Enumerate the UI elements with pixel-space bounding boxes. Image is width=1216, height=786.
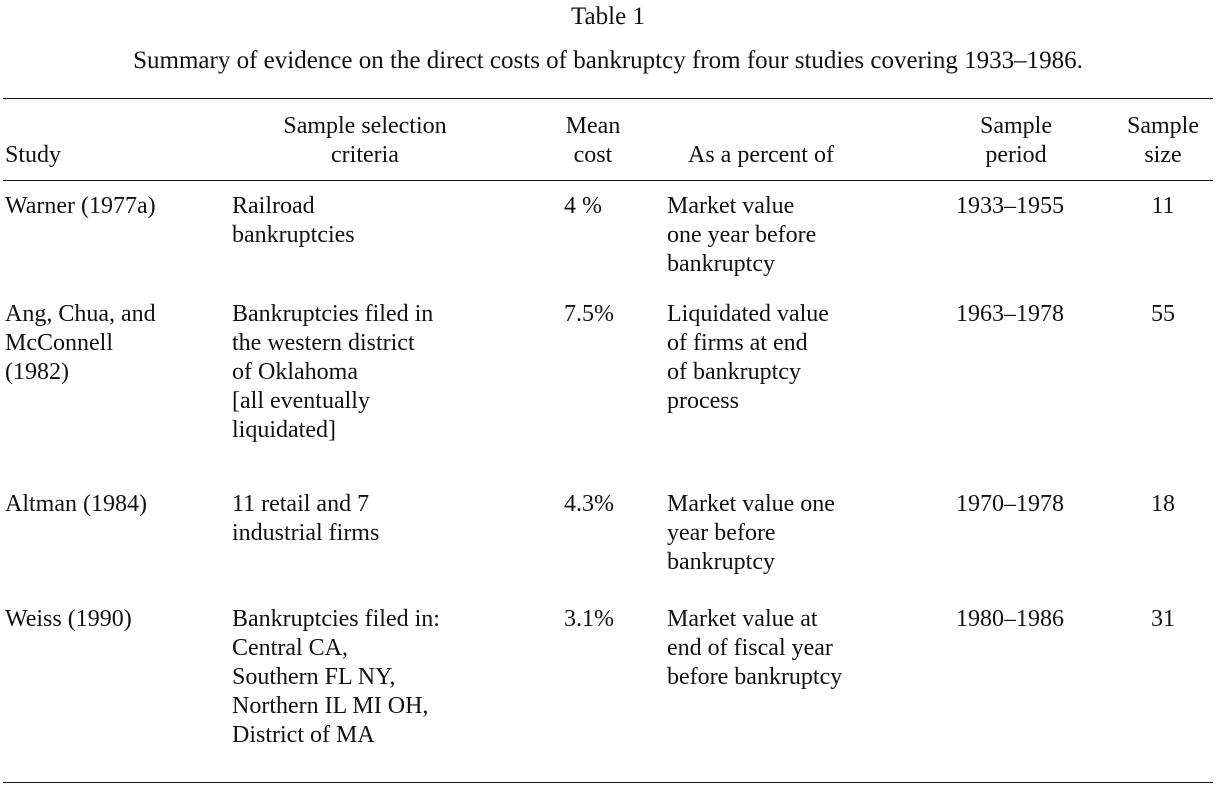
cell-mean-cost: 7.5% (564, 301, 614, 327)
header-size-line1: Sample (1127, 113, 1199, 139)
cell-study: Altman (1984) (5, 490, 147, 519)
cell-study: Weiss (1990) (5, 605, 132, 634)
cell-line: bankruptcy (667, 251, 775, 277)
header-study: Study (5, 142, 62, 168)
cell-size: 31 (1151, 606, 1175, 632)
cell-mean-cost: 3.1% (564, 606, 614, 632)
cell-line: Market value (667, 193, 795, 219)
header-mean-cost-line2: cost (573, 142, 613, 168)
cell-line: process (667, 388, 739, 414)
table-caption: Summary of evidence on the direct costs … (133, 47, 1083, 74)
table-label: Table 1 (571, 3, 645, 30)
cell-line: liquidated] (232, 417, 336, 443)
cell-line: 11 retail and 7 (232, 491, 370, 517)
cell-line: the western district (232, 330, 415, 356)
cell-line: of bankruptcy (667, 359, 801, 385)
cell-percent-of: Market value one year before bankruptcy (667, 192, 816, 279)
cell-criteria: Bankruptcies filed in the western distri… (232, 300, 433, 445)
cell-line: McConnell (5, 330, 113, 356)
cell-criteria: Bankruptcies filed in: Central CA, South… (232, 605, 440, 750)
header-mean-cost: Mean cost (558, 112, 628, 170)
cell-line: Central CA, (232, 635, 348, 661)
cell-line: year before (667, 520, 776, 546)
header-size: Sample size (1118, 112, 1208, 170)
cell-line: Altman (1984) (5, 491, 147, 517)
cell-line: of firms at end (667, 330, 808, 356)
cell-line: Northern IL MI OH, (232, 693, 429, 719)
cell-percent-of: Market value one year before bankruptcy (667, 490, 835, 577)
cell-line: Weiss (1990) (5, 606, 132, 632)
cell-line: bankruptcy (667, 549, 775, 575)
cell-criteria: Railroad bankruptcies (232, 192, 355, 250)
header-criteria: Sample selection criteria (250, 112, 480, 170)
cell-period: 1970–1978 (956, 491, 1064, 517)
cell-size: 18 (1151, 491, 1175, 517)
header-period-line2: period (985, 142, 1047, 168)
cell-line: bankruptcies (232, 222, 355, 248)
header-rule (3, 180, 1213, 181)
cell-size: 11 (1151, 193, 1175, 219)
header-percent-of: As a percent of (688, 142, 834, 168)
cell-study: Ang, Chua, and McConnell (1982) (5, 300, 156, 387)
cell-line: before bankruptcy (667, 664, 843, 690)
cell-line: Bankruptcies filed in: (232, 606, 440, 632)
cell-period: 1980–1986 (956, 606, 1064, 632)
cell-percent-of: Liquidated value of firms at end of bank… (667, 300, 829, 416)
cell-line: Bankruptcies filed in (232, 301, 434, 327)
header-criteria-line1: Sample selection (283, 113, 447, 139)
header-period: Sample period (960, 112, 1072, 170)
cell-line: end of fiscal year (667, 635, 833, 661)
cell-line: [all eventually (232, 388, 370, 414)
cell-line: Ang, Chua, and (5, 301, 156, 327)
cell-study: Warner (1977a) (5, 192, 156, 221)
cell-line: Railroad (232, 193, 315, 219)
cell-line: Market value at (667, 606, 818, 632)
cell-line: industrial firms (232, 520, 380, 546)
header-size-line2: size (1144, 142, 1182, 168)
cell-line: Liquidated value (667, 301, 829, 327)
cell-line: Market value one (667, 491, 835, 517)
header-mean-cost-line1: Mean (565, 113, 621, 139)
cell-mean-cost: 4.3% (564, 491, 614, 517)
top-rule (3, 98, 1213, 99)
cell-mean-cost: 4 % (564, 193, 602, 219)
cell-line: (1982) (5, 359, 69, 385)
cell-line: one year before (667, 222, 817, 248)
cell-criteria: 11 retail and 7 industrial firms (232, 490, 379, 548)
cell-period: 1963–1978 (956, 301, 1064, 327)
cell-size: 55 (1151, 301, 1175, 327)
cell-percent-of: Market value at end of fiscal year befor… (667, 605, 842, 692)
cell-line: District of MA (232, 722, 375, 748)
cell-line: Warner (1977a) (5, 193, 156, 219)
header-criteria-line2: criteria (331, 142, 399, 168)
cell-period: 1933–1955 (956, 193, 1064, 219)
cell-line: Southern FL NY, (232, 664, 396, 690)
bottom-rule (3, 782, 1213, 783)
header-period-line1: Sample (980, 113, 1052, 139)
cell-line: of Oklahoma (232, 359, 358, 385)
